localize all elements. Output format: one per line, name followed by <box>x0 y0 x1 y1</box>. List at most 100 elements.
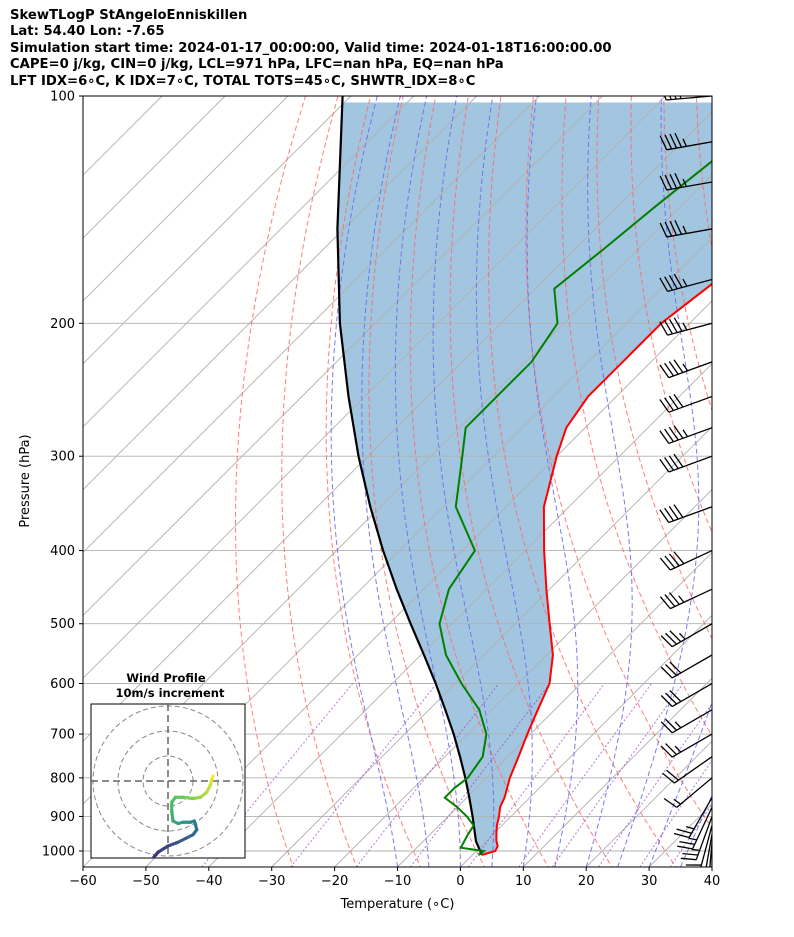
barb-staff <box>667 278 712 293</box>
barb-flag <box>660 745 673 758</box>
barb-flag <box>660 635 673 648</box>
y-tick-label: 1000 <box>42 845 75 860</box>
barb-flag <box>676 828 692 834</box>
wind-barb <box>705 834 712 867</box>
isotherm--40 <box>208 363 712 867</box>
barb-half-flag <box>682 225 687 234</box>
barb-flag <box>659 277 669 292</box>
barb-flag <box>668 592 680 605</box>
y-tick-label: 100 <box>50 90 75 105</box>
moist-adiabat--5 <box>361 96 430 867</box>
barb-flag <box>674 219 683 235</box>
barb-staff <box>668 455 712 473</box>
wind-barb <box>673 797 712 839</box>
barb-half-flag <box>682 278 688 287</box>
moist-adiabat-0 <box>394 96 461 867</box>
barb-flag <box>673 317 683 332</box>
wind-barb <box>677 806 712 850</box>
x-axis-ticks: −60 −50 −40 −30 −20 −10 0 10 20 30 40 <box>69 867 720 889</box>
barb-flag <box>674 96 677 100</box>
moist-adiabat-35 <box>680 793 712 867</box>
barb-half-flag <box>682 363 689 372</box>
wind-barb <box>659 549 712 571</box>
barb-flag <box>673 453 684 468</box>
barb-flag <box>664 134 673 150</box>
wind-barb <box>659 132 712 151</box>
barb-staff <box>673 756 712 784</box>
barb-flag <box>665 718 677 731</box>
wind-barb <box>663 777 712 808</box>
barb-staff <box>670 549 712 571</box>
barb-half-flag <box>691 848 700 851</box>
barb-staff <box>670 588 712 610</box>
x-tick-label: 20 <box>578 874 595 889</box>
barb-flag <box>664 428 675 443</box>
barb-half-flag <box>678 595 685 603</box>
wind-barb <box>685 825 712 867</box>
barb-flag <box>659 596 671 610</box>
hodograph-inset: Wind Profile 10m/s increment <box>90 671 246 859</box>
barb-staff <box>668 427 712 445</box>
dry-adiabat--10 <box>325 96 422 867</box>
barb-flag <box>660 721 673 734</box>
moist-adiabat-20 <box>585 96 633 867</box>
barb-staff <box>666 228 712 238</box>
barb-staff <box>668 395 712 413</box>
barb-flag <box>665 664 677 676</box>
wind-barb <box>660 682 712 708</box>
barb-half-flag <box>674 721 682 729</box>
wind-barb <box>660 709 712 734</box>
barb-flag <box>662 772 675 784</box>
mixing-ratio-24 <box>639 759 712 867</box>
barb-staff <box>667 322 712 336</box>
barb-flag <box>668 275 678 290</box>
x-tick-label: −60 <box>69 874 96 889</box>
barb-flag <box>673 393 684 408</box>
barb-flag <box>669 133 678 149</box>
isotherm--130 <box>83 96 415 428</box>
hodograph-trace <box>151 774 215 858</box>
barb-flag <box>664 221 673 237</box>
wind-barb <box>659 173 712 191</box>
wind-barb <box>659 504 712 524</box>
mixing-ratio-7 <box>518 683 653 867</box>
barb-flag <box>668 553 680 567</box>
moist-adiabat-25 <box>617 96 700 867</box>
dry-adiabat--30 <box>235 96 306 867</box>
hodograph-subtitle: 10m/s increment <box>116 686 225 700</box>
barb-staff <box>671 654 712 679</box>
barb-flag <box>664 594 676 607</box>
mixing-ratio-lines <box>201 683 712 867</box>
temperature-line <box>481 282 712 856</box>
barb-flag <box>665 692 677 705</box>
barb-flag <box>673 551 685 565</box>
barb-flag <box>673 425 684 439</box>
y-tick-label: 700 <box>50 728 75 743</box>
wind-barb <box>659 219 712 238</box>
x-tick-label: 30 <box>641 874 658 889</box>
x-tick-label: −20 <box>321 874 348 889</box>
y-tick-label: 300 <box>50 450 75 465</box>
barb-flag <box>673 832 690 839</box>
barb-flag <box>668 318 678 333</box>
barb-staff <box>668 506 712 524</box>
isotherm-10 <box>522 677 712 867</box>
dewpoint-line <box>438 159 712 856</box>
cape-cin-shading <box>337 102 712 855</box>
barb-staff <box>695 816 712 860</box>
barb-flag <box>674 173 683 188</box>
y-axis-label: Pressure (hPa) <box>18 434 33 527</box>
wind-barb <box>659 393 712 413</box>
dry-adiabat-100 <box>729 96 794 870</box>
barb-flag <box>697 897 712 901</box>
moist-adiabat-40 <box>711 865 712 867</box>
hodograph-segment <box>156 844 170 854</box>
moist-adiabat--10 <box>330 96 398 867</box>
barb-flag <box>669 173 678 189</box>
y-tick-label: 400 <box>50 544 75 559</box>
barb-flag <box>674 132 683 148</box>
barb-staff <box>666 141 712 151</box>
y-tick-label: 900 <box>50 810 75 825</box>
barb-flag <box>673 359 684 373</box>
